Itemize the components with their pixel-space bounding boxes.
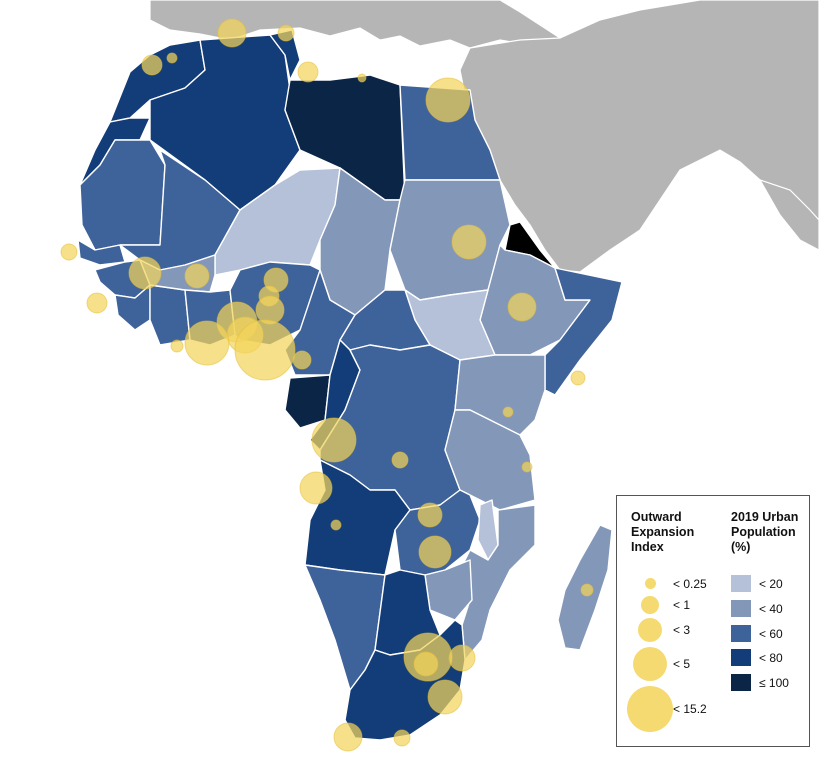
urban-legend-label: ≤ 100 (759, 676, 789, 690)
expansion-bubble (521, 461, 533, 473)
urban-legend-swatch (731, 575, 751, 592)
expansion-bubble (297, 61, 319, 83)
expansion-title-line: Expansion (631, 525, 695, 539)
expansion-title-line: Index (631, 540, 664, 554)
expansion-bubble (166, 52, 178, 64)
expansion-bubbles (60, 18, 594, 752)
urban-legend-swatch (731, 649, 751, 666)
urban-title-line: 2019 Urban (731, 510, 799, 524)
expansion-legend-label: < 1 (673, 598, 691, 612)
urban-title-line: (%) (731, 540, 751, 554)
urban-title-line: Population (731, 525, 796, 539)
other-land (149, 0, 819, 273)
expansion-bubble (86, 292, 108, 314)
expansion-bubble (451, 224, 487, 260)
expansion-bubble (333, 722, 363, 752)
expansion-bubble (507, 292, 537, 322)
expansion-legend-label: < 3 (673, 623, 691, 637)
expansion-legend-circle (627, 686, 673, 732)
expansion-bubble (292, 350, 312, 370)
expansion-bubble (425, 77, 471, 123)
urban-legend-swatch (731, 625, 751, 642)
expansion-bubble (255, 295, 285, 325)
gulf-coast-land (758, 178, 819, 251)
expansion-bubble (427, 679, 463, 715)
expansion-bubble (570, 370, 586, 386)
tanzania (444, 409, 536, 511)
expansion-legend-circle (641, 596, 659, 614)
expansion-bubble (170, 339, 184, 353)
expansion-legend-circle (638, 618, 662, 642)
expansion-bubble (299, 471, 333, 505)
expansion-bubble (417, 502, 443, 528)
expansion-bubble (418, 535, 452, 569)
expansion-bubble (217, 18, 247, 48)
expansion-bubble (184, 263, 210, 289)
expansion-bubble (277, 24, 295, 42)
urban-legend-label: < 80 (759, 651, 783, 665)
expansion-legend-label: < 0.25 (673, 577, 707, 591)
expansion-bubble (184, 320, 230, 366)
expansion-legend-label: < 5 (673, 657, 691, 671)
urban-legend-title: 2019 Urban Population (%) (731, 510, 798, 555)
europe-land (149, 0, 562, 49)
expansion-bubble (357, 73, 367, 83)
expansion-bubble (60, 243, 78, 261)
cote-divoire (149, 284, 191, 346)
urban-legend-swatch (731, 674, 751, 691)
urban-legend-label: < 40 (759, 602, 783, 616)
expansion-legend-label: < 15.2 (673, 702, 707, 716)
expansion-title-line: Outward (631, 510, 682, 524)
expansion-bubble (311, 417, 357, 463)
urban-legend-label: < 60 (759, 627, 783, 641)
expansion-legend-circle (633, 647, 667, 681)
expansion-bubble (128, 256, 162, 290)
expansion-legend-title: Outward Expansion Index (631, 510, 694, 555)
gabon (284, 374, 331, 429)
expansion-bubble (330, 519, 342, 531)
urban-legend-label: < 20 (759, 577, 783, 591)
expansion-bubble (234, 319, 296, 381)
urban-legend-swatch (731, 600, 751, 617)
expansion-legend-circle (645, 578, 656, 589)
expansion-bubble (393, 729, 411, 747)
expansion-bubble (391, 451, 409, 469)
map-legend: Outward Expansion Index 2019 Urban Popul… (616, 495, 810, 747)
expansion-bubble (413, 651, 439, 677)
expansion-bubble (580, 583, 594, 597)
expansion-bubble (141, 54, 163, 76)
expansion-bubble (448, 644, 476, 672)
expansion-bubble (502, 406, 514, 418)
